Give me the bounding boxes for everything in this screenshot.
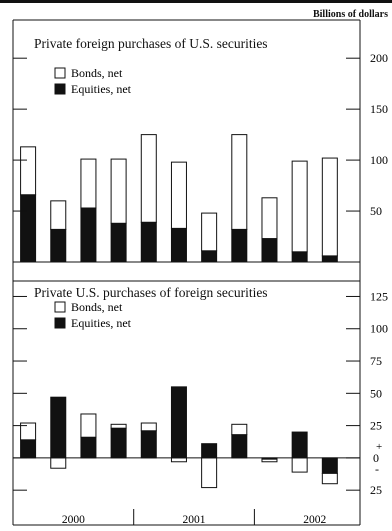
- bonds-bar: [170, 161, 187, 229]
- bonds-bar: [80, 158, 97, 209]
- top-legend-label: Bonds, net: [71, 66, 123, 80]
- bar-layer: [20, 134, 338, 489]
- axis-layer: 50 100 150 200 25 25 50 75 100 125 +0- 2000 2001 2002: [12, 51, 388, 526]
- bonds-bar: [20, 146, 37, 196]
- equities-bar: [170, 386, 187, 459]
- bottom-ytick-label: 25: [370, 483, 382, 497]
- equities-bar: [140, 430, 157, 459]
- bonds-bar: [80, 413, 97, 438]
- equities-bar: [110, 427, 127, 459]
- bottom-ytick-label: 100: [370, 322, 388, 336]
- bonds-bar: [321, 472, 338, 485]
- top-ytick-label: 200: [370, 51, 388, 65]
- bonds-bar: [110, 158, 127, 224]
- bonds-bar: [231, 134, 248, 230]
- year-label: 2000: [62, 514, 85, 526]
- bottom-ytick-label: 25: [370, 419, 382, 433]
- legend-layer: Bonds, net Equities, net Bonds, net Equitie…: [54, 66, 132, 330]
- top-ytick-label: 150: [370, 102, 388, 116]
- equities-bar: [231, 434, 248, 459]
- bonds-bar: [50, 457, 67, 469]
- bottom-legend-label: Equities, net: [71, 316, 132, 330]
- equities-bar: [291, 431, 308, 459]
- bottom-panel-title: Private U.S. purchases of foreign securi…: [34, 285, 268, 300]
- equities-bar: [170, 227, 187, 263]
- bottom-ytick-label: 50: [370, 386, 382, 400]
- top-rule: [0, 0, 392, 3]
- units-label: Billions of dollars: [312, 9, 388, 20]
- equities-bar: [110, 222, 127, 263]
- top-ytick-label: 50: [370, 204, 382, 218]
- zero-label: 0: [373, 451, 379, 465]
- minus-sign: -: [375, 462, 379, 476]
- top-panel-title: Private foreign purchases of U.S. securi…: [34, 36, 268, 51]
- top-ytick-label: 100: [370, 153, 388, 167]
- bonds-bar: [201, 457, 218, 489]
- plus-sign: +: [376, 441, 382, 453]
- equities-bar: [50, 228, 67, 263]
- bonds-bar: [110, 423, 127, 429]
- equities-bar: [80, 207, 97, 263]
- bonds-bar: [20, 422, 37, 441]
- bonds-bar: [291, 457, 308, 473]
- bottom-ytick-label: 75: [370, 354, 382, 368]
- bottom-legend-swatch: [54, 301, 66, 313]
- equities-bar: [140, 221, 157, 263]
- equities-bar: [20, 439, 37, 459]
- equities-bar: [50, 396, 67, 459]
- year-label: 2001: [183, 514, 206, 526]
- bottom-legend-swatch: [54, 317, 66, 329]
- equities-bar: [201, 443, 218, 459]
- equities-bar: [261, 238, 278, 263]
- chart-frame: [12, 19, 361, 526]
- bonds-bar: [140, 134, 157, 223]
- equities-bar: [321, 457, 338, 474]
- equities-bar: [231, 228, 248, 263]
- top-legend-swatch: [54, 67, 66, 79]
- bottom-legend-label: Bonds, net: [71, 300, 123, 314]
- equities-bar: [291, 251, 308, 263]
- bonds-bar: [261, 458, 278, 463]
- equities-bar: [20, 194, 37, 263]
- bonds-bar: [231, 423, 248, 436]
- equities-bar: [321, 255, 338, 263]
- bonds-bar: [291, 160, 308, 253]
- top-legend-swatch: [54, 83, 66, 95]
- bonds-bar: [140, 422, 157, 432]
- bonds-bar: [50, 200, 67, 230]
- bottom-ytick-label: 125: [370, 289, 388, 303]
- top-legend-label: Equities, net: [71, 82, 132, 96]
- bonds-bar: [261, 197, 278, 240]
- bonds-bar: [201, 212, 218, 252]
- year-label: 2002: [303, 514, 326, 526]
- equities-bar: [80, 436, 97, 459]
- equities-bar: [201, 250, 218, 263]
- bonds-bar: [170, 457, 187, 463]
- bonds-bar: [321, 157, 338, 257]
